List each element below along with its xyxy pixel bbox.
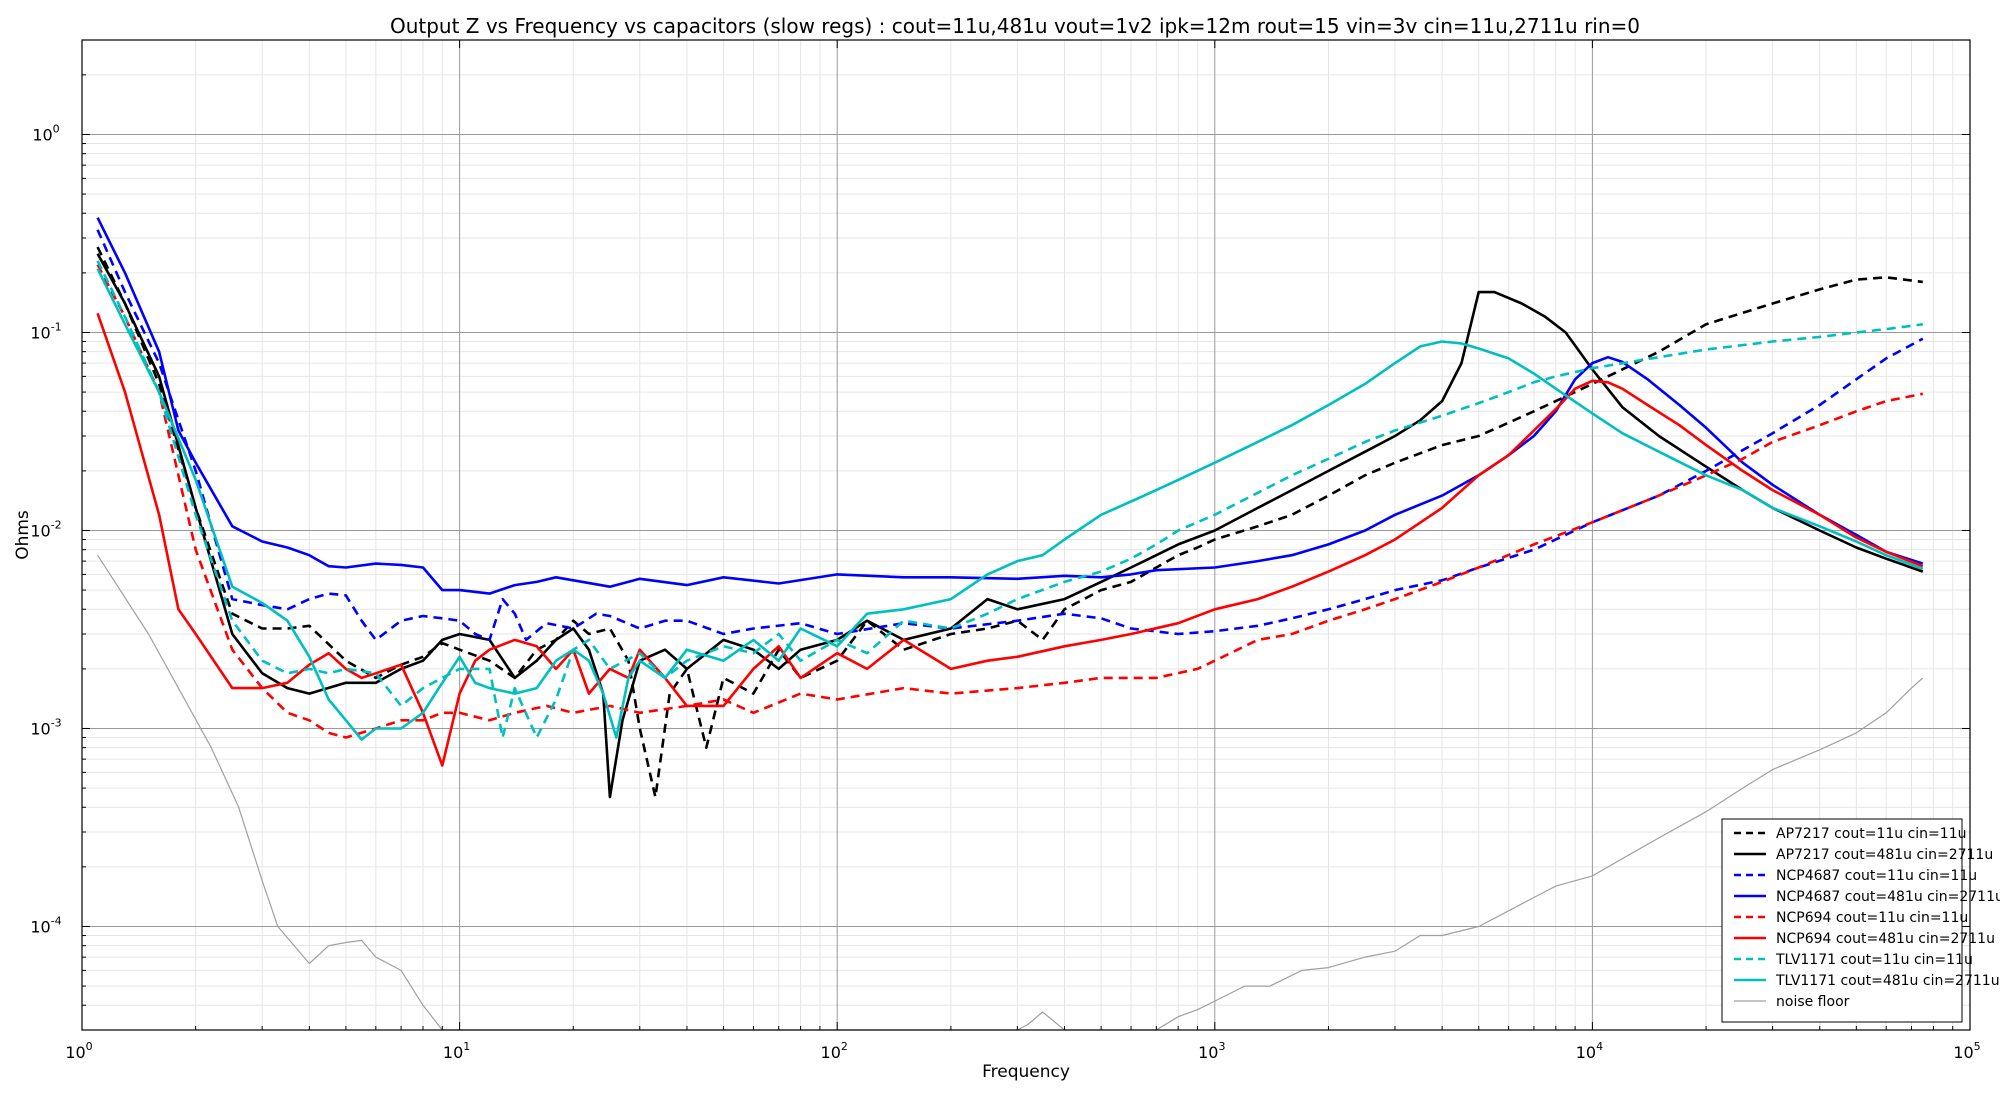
series-line bbox=[96, 268, 1924, 741]
legend-label: TLV1171 cout=11u cin=11u bbox=[1775, 952, 1973, 968]
legend-label: AP7217 cout=481u cin=2711u bbox=[1776, 847, 1993, 863]
series-line bbox=[96, 229, 1924, 642]
legend: AP7217 cout=11u cin=11u AP7217 cout=481u … bbox=[1721, 818, 2000, 1023]
series-line bbox=[96, 264, 1924, 739]
x-axis-label: Frequency bbox=[982, 1062, 1070, 1082]
legend-label: noise floor bbox=[1776, 994, 1850, 1010]
legend-label: AP7217 cout=11u cin=11u bbox=[1776, 826, 1966, 842]
series-layer bbox=[96, 217, 1924, 1031]
plot-frame bbox=[81, 39, 1971, 1031]
series-line bbox=[96, 312, 1924, 767]
legend-label: NCP694 cout=11u cin=11u bbox=[1776, 910, 1968, 926]
legend-label: NCP4687 cout=481u cin=2711u bbox=[1776, 889, 2000, 905]
legend-label: NCP4687 cout=11u cin=11u bbox=[1776, 868, 1977, 884]
series-line bbox=[97, 554, 1924, 1031]
series-line bbox=[96, 260, 1923, 739]
legend-label: NCP694 cout=481u cin=2711u bbox=[1776, 931, 1995, 947]
y-axis-label: Ohms bbox=[13, 510, 33, 560]
chart-title: Output Z vs Frequency vs capacitors (slo… bbox=[390, 14, 1640, 38]
legend-label: TLV1171 cout=481u cin=2711u bbox=[1775, 973, 2000, 989]
series-line bbox=[96, 246, 1923, 799]
